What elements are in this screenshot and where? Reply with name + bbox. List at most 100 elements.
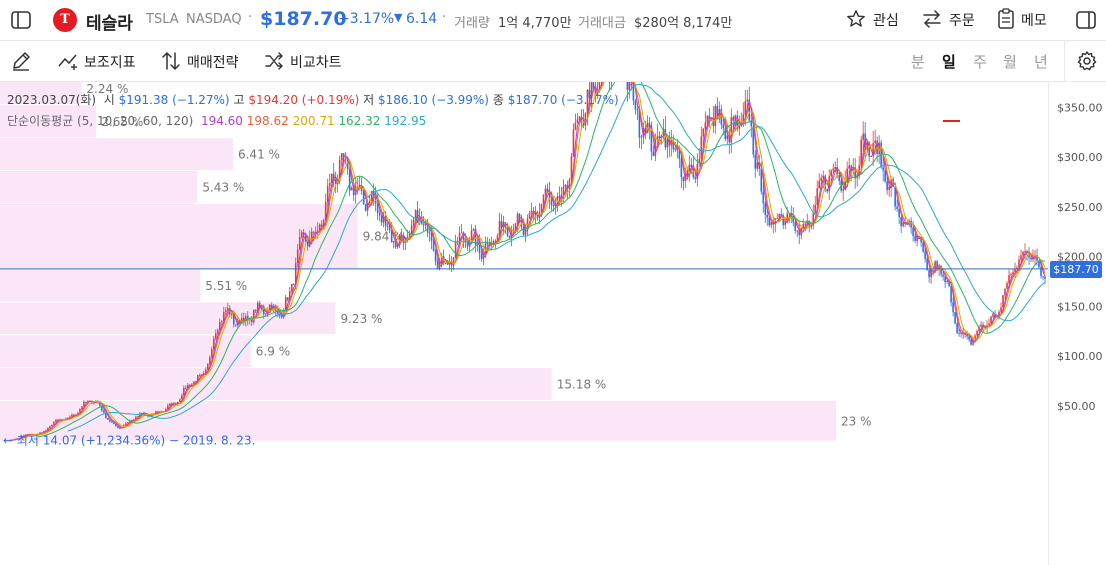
swap-arrows-icon bbox=[923, 10, 941, 28]
price-chart[interactable]: 1.02 %2.24 %2.65 %6.41 %5.43 %9.84 %5.51… bbox=[0, 82, 1048, 565]
ohlc-date: 2023.03.07(화) bbox=[7, 93, 97, 107]
ma-info: 단순이동평균 (5, 10, 20, 60, 120) 194.60 198.6… bbox=[7, 112, 426, 129]
candle-body bbox=[452, 257, 455, 266]
candle-body bbox=[888, 186, 890, 190]
candle-body bbox=[904, 222, 906, 224]
candle-body bbox=[216, 330, 219, 334]
candle-body bbox=[574, 122, 577, 130]
close-value: $187.70 (−3.17%) bbox=[507, 93, 619, 107]
candle-body bbox=[590, 82, 593, 98]
candle-body bbox=[626, 82, 629, 90]
candle-body bbox=[308, 239, 311, 247]
candle-body bbox=[778, 213, 781, 219]
ma20-value: 200.71 bbox=[292, 114, 335, 128]
timeframe-day[interactable]: 일 bbox=[942, 53, 956, 71]
candle-body bbox=[338, 159, 341, 179]
timeframe-week[interactable]: 주 bbox=[973, 53, 987, 71]
candle-body bbox=[169, 403, 171, 406]
change-percent: −3.17% bbox=[338, 11, 395, 27]
ticker: TSLA bbox=[146, 12, 179, 27]
candle-body bbox=[111, 421, 113, 423]
compare-button[interactable]: 비교차트 bbox=[264, 50, 354, 72]
current-price: $187.70 bbox=[260, 8, 347, 30]
strategy-button[interactable]: 매매전략 bbox=[161, 50, 251, 72]
candle-body bbox=[39, 432, 41, 434]
candle-body bbox=[634, 100, 637, 110]
price-axis[interactable]: $450.00$400.00$350.00$300.00$250.00$200.… bbox=[1048, 82, 1106, 565]
candle-body bbox=[576, 119, 579, 123]
candle-body bbox=[1018, 259, 1020, 268]
candle-body bbox=[378, 212, 381, 216]
candle-body bbox=[680, 158, 683, 178]
candle-body bbox=[374, 195, 377, 204]
timeframe-year[interactable]: 년 bbox=[1034, 53, 1048, 71]
candle-body bbox=[898, 209, 900, 218]
candle-body bbox=[466, 242, 469, 247]
candle-body bbox=[71, 414, 73, 417]
settings-gear-icon[interactable] bbox=[1076, 50, 1098, 72]
candle-body bbox=[654, 139, 657, 156]
candle-body bbox=[430, 233, 433, 241]
open-value: $191.38 (−1.27%) bbox=[118, 93, 230, 107]
candle-body bbox=[708, 115, 711, 120]
candle-body bbox=[1000, 307, 1002, 312]
indicators-button[interactable]: 보조지표 bbox=[58, 50, 148, 72]
candle-body bbox=[970, 339, 972, 345]
candle-body bbox=[678, 150, 681, 159]
y-tick-label: $150.00 bbox=[1057, 300, 1103, 313]
draw-pencil-icon[interactable] bbox=[10, 50, 32, 72]
candle-body bbox=[390, 229, 393, 243]
right-panel-toggle-icon[interactable] bbox=[1075, 9, 1097, 31]
timeframe-month[interactable]: 월 bbox=[1003, 53, 1017, 71]
candle-body bbox=[350, 187, 353, 191]
candle-body bbox=[474, 228, 477, 245]
candle-body bbox=[494, 240, 497, 242]
candle-body bbox=[792, 216, 795, 223]
candle-body bbox=[820, 178, 823, 182]
candle-body bbox=[518, 213, 521, 221]
candle-body bbox=[9, 439, 11, 442]
candle-body bbox=[218, 322, 221, 331]
candle-body bbox=[440, 256, 443, 263]
low-label: 저 bbox=[363, 93, 375, 107]
change-abs: 6.14 bbox=[406, 11, 438, 27]
candle-body bbox=[300, 232, 303, 238]
candle-body bbox=[1028, 252, 1030, 258]
candle-body bbox=[564, 184, 567, 187]
candle-body bbox=[302, 232, 305, 235]
candle-body bbox=[528, 213, 531, 219]
candle-body bbox=[1014, 269, 1016, 273]
candle-body bbox=[286, 297, 289, 301]
candle-body bbox=[179, 399, 181, 402]
candle-body bbox=[284, 297, 287, 311]
candle-body bbox=[536, 217, 539, 219]
candle-body bbox=[578, 116, 581, 120]
ma120-line bbox=[67, 83, 1046, 432]
candle-body bbox=[742, 114, 745, 122]
candle-body bbox=[874, 140, 876, 144]
candle-body bbox=[342, 153, 345, 158]
volume-profile-label: 6.41 % bbox=[238, 148, 280, 162]
sidebar-toggle-icon[interactable] bbox=[10, 9, 32, 31]
candle-body bbox=[181, 395, 183, 400]
candle-body bbox=[460, 232, 463, 234]
volume-profile-bar bbox=[0, 400, 836, 441]
candle-body bbox=[183, 387, 185, 396]
candle-body bbox=[388, 225, 391, 230]
candle-body bbox=[866, 142, 868, 150]
candle-body bbox=[976, 330, 978, 336]
candle-body bbox=[1012, 272, 1014, 275]
candle-body bbox=[588, 89, 591, 98]
candle-body bbox=[298, 237, 301, 250]
candle-body bbox=[252, 309, 255, 323]
candle-body bbox=[288, 291, 291, 301]
candle-body bbox=[81, 406, 83, 410]
toolbar-divider bbox=[1064, 41, 1065, 81]
timeframe-minute[interactable]: 분 bbox=[911, 53, 925, 71]
candle-body bbox=[1022, 251, 1024, 256]
candle-body bbox=[980, 324, 982, 327]
candle-body bbox=[131, 419, 133, 421]
volume-profile-label: 5.51 % bbox=[205, 279, 247, 293]
candle-body bbox=[25, 434, 27, 436]
candle-body bbox=[304, 234, 307, 243]
